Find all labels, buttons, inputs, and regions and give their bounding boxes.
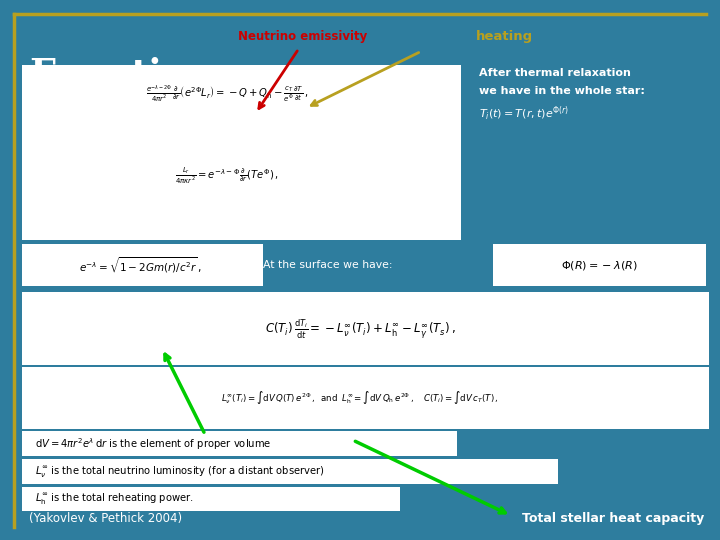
Text: Total stellar heat capacity: Total stellar heat capacity [522,512,704,525]
Text: $\mathrm{d}V = 4\pi r^2 e^\lambda\, \mathrm{d}r$ is the element of proper volume: $\mathrm{d}V = 4\pi r^2 e^\lambda\, \mat… [35,436,271,452]
Bar [22,459,558,484]
Bar [493,244,706,286]
Text: we have in the whole star:: we have in the whole star: [479,86,644,97]
Text: $C(T_i)\,\frac{\mathrm{d}T_i}{\mathrm{d}t} = -L_\nu^\infty(T_i) + L_{\rm h}^\inf: $C(T_i)\,\frac{\mathrm{d}T_i}{\mathrm{d}… [265,318,455,341]
Text: At the surface we have:: At the surface we have: [263,260,392,270]
Text: Neutrino emissivity: Neutrino emissivity [238,30,367,43]
Bar [22,367,709,429]
Text: After thermal relaxation: After thermal relaxation [479,68,631,78]
Bar [22,431,457,456]
Text: $L_\nu^\infty(T_i) = \int \mathrm{d}V\,Q(T)\,e^{2\Phi}\,,\;\;\mathrm{and}\;\; L_: $L_\nu^\infty(T_i) = \int \mathrm{d}V\,Q… [221,389,499,407]
Bar [22,65,461,240]
Text: $\Phi(R) = -\lambda(R)$: $\Phi(R) = -\lambda(R)$ [562,259,638,272]
Text: (Yakovlev & Pethick 2004): (Yakovlev & Pethick 2004) [29,512,182,525]
Text: $\frac{L_r}{4\pi\kappa r^2} = e^{-\lambda-\Phi}\frac{\partial}{\partial r}\left(: $\frac{L_r}{4\pi\kappa r^2} = e^{-\lambd… [175,165,279,186]
Text: $e^{-\lambda} = \sqrt{1-2Gm(r)/c^2r}\,,$: $e^{-\lambda} = \sqrt{1-2Gm(r)/c^2r}\,,$ [79,255,202,275]
Bar [22,244,263,286]
Text: $L_{\rm h}^\infty$ is the total reheating power.: $L_{\rm h}^\infty$ is the total reheatin… [35,491,194,507]
Text: $\frac{e^{-\lambda-2\Phi}}{4\pi r^2}\frac{\partial}{\partial r}\left(e^{2\Phi}L_: $\frac{e^{-\lambda-2\Phi}}{4\pi r^2}\fra… [145,84,308,105]
Bar [22,487,400,511]
Text: $T_i(t)=T(r,t)e^{\Phi(r)}$: $T_i(t)=T(r,t)e^{\Phi(r)}$ [479,105,569,124]
Text: Equations: Equations [29,57,233,91]
Text: heating: heating [475,30,533,43]
Text: $L_\nu^\infty$ is the total neutrino luminosity (for a distant observer): $L_\nu^\infty$ is the total neutrino lum… [35,464,325,479]
Bar [22,292,709,364]
